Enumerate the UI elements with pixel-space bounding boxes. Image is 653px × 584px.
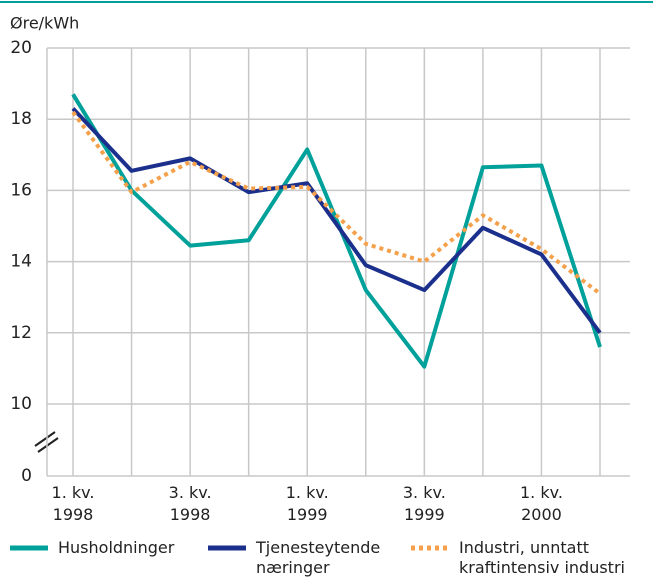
y-tick-label: 18 xyxy=(10,109,32,129)
x-tick-label: 3. kv. 1998 xyxy=(168,483,212,524)
series-line xyxy=(71,107,602,334)
y-tick-label: 14 xyxy=(10,252,32,272)
legend-label: Industri, unntatt kraftintensiv industri xyxy=(459,538,625,577)
x-tick-label: 1. kv. 2000 xyxy=(519,483,563,524)
grid xyxy=(47,47,630,477)
series-line xyxy=(71,110,602,296)
y-tick-label: 20 xyxy=(10,38,32,58)
x-tick-label: 1. kv. 1998 xyxy=(51,483,95,524)
legend-label: Husholdninger xyxy=(58,538,175,557)
x-tick-label: 3. kv. 1999 xyxy=(402,483,446,524)
y-tick-label: 0 xyxy=(21,466,32,486)
y-axis-label: Øre/kWh xyxy=(10,14,79,33)
y-tick-label: 16 xyxy=(10,180,32,200)
y-tick-label: 12 xyxy=(10,323,32,343)
x-tick-label: 1. kv. 1999 xyxy=(285,483,329,524)
y-tick-label: 10 xyxy=(10,394,32,414)
series-line xyxy=(71,93,602,369)
legend-label: Tjenesteytende næringer xyxy=(256,538,381,577)
